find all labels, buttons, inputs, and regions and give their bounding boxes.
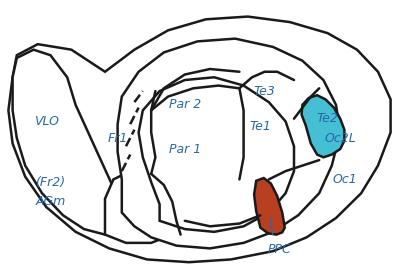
Polygon shape <box>118 39 340 248</box>
Text: (Fr2): (Fr2) <box>35 176 66 189</box>
Polygon shape <box>13 50 122 235</box>
Text: Oc2L: Oc2L <box>324 131 356 145</box>
Polygon shape <box>302 95 344 157</box>
Text: Te3: Te3 <box>254 84 276 98</box>
Text: Oc1: Oc1 <box>332 173 357 186</box>
Polygon shape <box>254 178 285 235</box>
Text: Te1: Te1 <box>249 120 271 134</box>
Text: Par 1: Par 1 <box>169 142 201 156</box>
Polygon shape <box>105 171 185 243</box>
Polygon shape <box>139 77 294 232</box>
Text: Te2: Te2 <box>317 112 339 125</box>
Text: Fr1: Fr1 <box>108 131 128 145</box>
Polygon shape <box>8 17 391 262</box>
Text: AGm: AGm <box>35 195 66 208</box>
Text: Par 2: Par 2 <box>169 98 201 112</box>
Text: VLO: VLO <box>34 115 59 128</box>
Text: PPC: PPC <box>268 243 291 256</box>
